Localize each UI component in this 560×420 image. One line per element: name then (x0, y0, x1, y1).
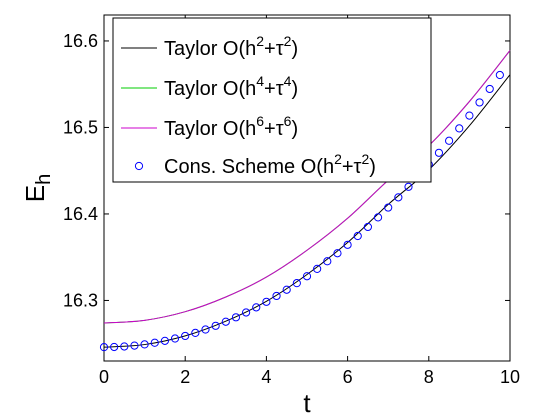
x-tick-label: 8 (424, 367, 434, 387)
data-point (465, 111, 474, 120)
y-tick-label: 16.3 (63, 290, 98, 310)
data-point (373, 213, 383, 222)
data-point (191, 328, 200, 337)
legend-swatch-4 (134, 161, 144, 171)
data-point (242, 308, 251, 317)
legend-entries: Taylor O(h2+τ2) Taylor O(h4+τ4) Taylor O(h… (121, 33, 376, 178)
legend-label-1: Taylor O(h2+τ2) (164, 33, 298, 60)
legend-label-2: Taylor O(h4+τ4) (164, 73, 298, 100)
y-tick-label: 16.5 (63, 117, 98, 137)
data-point (130, 341, 139, 350)
y-axis-label: Eh (20, 174, 55, 202)
data-point (313, 264, 322, 273)
data-point (353, 231, 362, 241)
x-tick-label: 2 (180, 367, 190, 387)
data-point (272, 291, 281, 301)
x-axis-label: t (303, 388, 311, 418)
series-line-1 (103, 74, 511, 348)
x-tick-label: 10 (500, 367, 520, 387)
data-point (170, 334, 180, 343)
x-tick-label: 4 (261, 367, 271, 387)
data-point (384, 203, 393, 212)
data-point (343, 240, 352, 249)
data-point (323, 257, 332, 266)
legend-label-3: Taylor O(h6+τ6) (164, 113, 298, 140)
series-markers-4 (99, 70, 504, 352)
data-point (181, 331, 190, 341)
legend: Taylor O(h2+τ2) Taylor O(h4+τ4) Taylor O(h… (112, 17, 432, 183)
data-point (140, 340, 149, 349)
data-point (120, 342, 129, 351)
data-point (262, 297, 271, 306)
data-point (394, 193, 403, 202)
series-line-3 (103, 50, 511, 324)
data-point (485, 84, 494, 94)
data-point (282, 285, 291, 294)
data-point (221, 317, 230, 326)
x-tick-label: 0 (99, 367, 109, 387)
y-axis-label-main: E (20, 185, 50, 202)
data-point (363, 222, 372, 232)
series-layer (99, 50, 511, 352)
data-point (110, 342, 119, 352)
data-point (160, 336, 169, 345)
x-tick-label: 6 (343, 367, 353, 387)
data-point (231, 313, 241, 322)
data-point (252, 303, 261, 312)
data-point (434, 148, 444, 157)
data-point (404, 182, 413, 191)
y-tick-label: 16.6 (63, 31, 98, 51)
legend-box (112, 17, 432, 183)
data-point (455, 124, 464, 133)
data-point (302, 272, 312, 281)
data-point (475, 98, 484, 107)
legend-label-4: Cons. Scheme O(h2+τ2) (164, 151, 376, 178)
tick-layer: 0 2 4 6 8 10 16.3 16.4 16.5 16.6 (63, 15, 520, 387)
data-point (150, 338, 159, 347)
data-point (445, 136, 454, 145)
data-point (292, 279, 301, 288)
data-point (333, 249, 342, 258)
data-point (495, 70, 504, 80)
data-point (99, 343, 109, 352)
data-point (201, 325, 210, 334)
y-axis-label-subscript: h (33, 174, 55, 185)
y-tick-label: 16.4 (63, 204, 98, 224)
data-point (211, 321, 220, 330)
